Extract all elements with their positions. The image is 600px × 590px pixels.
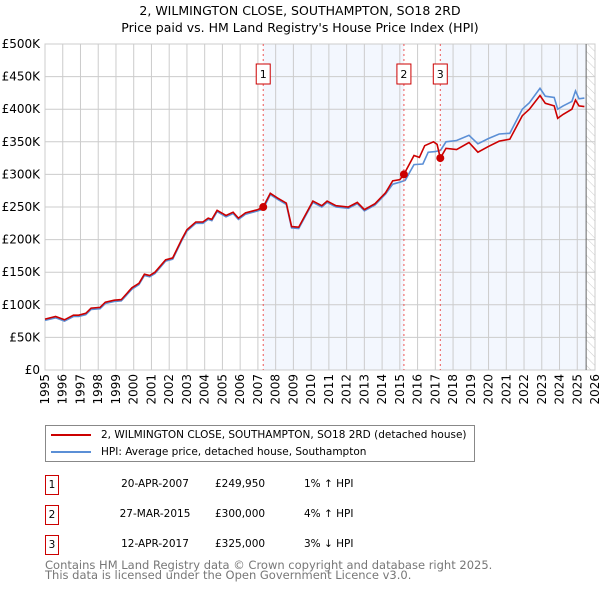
x-tick-label: 2018 <box>446 374 460 405</box>
x-tick-label: 2015 <box>393 374 407 405</box>
chart-title: 2, WILMINGTON CLOSE, SOUTHAMPTON, SO18 2… <box>139 3 460 18</box>
x-tick-label: 2022 <box>517 374 531 405</box>
y-tick-label: £500K <box>2 37 42 51</box>
footer: Contains HM Land Registry data © Crown c… <box>45 558 493 582</box>
x-tick-label: 2012 <box>340 374 354 405</box>
x-tick-label: 1997 <box>73 374 87 405</box>
x-tick-label: 2000 <box>127 374 141 405</box>
x-tick-label: 2021 <box>499 374 513 405</box>
legend-label: HPI: Average price, detached house, Sout… <box>101 446 367 458</box>
sale-marker-badge: 1 <box>45 475 59 495</box>
sale-hpi-diff: 3% ↓ HPI <box>304 538 354 550</box>
sale-label: 1 <box>260 68 267 81</box>
price-chart: 2, WILMINGTON CLOSE, SOUTHAMPTON, SO18 2… <box>2 3 600 405</box>
x-tick-label: 1998 <box>91 374 105 405</box>
legend-label: 2, WILMINGTON CLOSE, SOUTHAMPTON, SO18 2… <box>101 429 467 441</box>
sale-price: £300,000 <box>215 508 266 520</box>
sale-label-box <box>255 63 271 85</box>
sale-date: 12-APR-2017 <box>121 538 189 550</box>
y-tick-label: £350K <box>2 135 42 149</box>
x-tick-label: 2005 <box>215 374 229 405</box>
sale-hpi-diff: 1% ↑ HPI <box>304 478 354 490</box>
legend-item-hpi: HPI: Average price, detached house, Sout… <box>46 444 366 460</box>
x-tick-label: 2009 <box>286 374 300 405</box>
y-tick-label: £150K <box>2 265 42 279</box>
x-tick-label: 2023 <box>535 374 549 405</box>
sale-point <box>436 154 445 163</box>
x-tick-label: 2017 <box>428 374 442 405</box>
hpi-line <box>44 86 585 322</box>
legend: 2, WILMINGTON CLOSE, SOUTHAMPTON, SO18 2… <box>45 425 475 462</box>
x-tick-label: 2010 <box>304 374 318 405</box>
y-tick-label: £300K <box>2 167 42 181</box>
sale-point <box>399 170 408 179</box>
sale-marker-badge: 2 <box>45 505 59 525</box>
legend-item-property: 2, WILMINGTON CLOSE, SOUTHAMPTON, SO18 2… <box>46 427 467 443</box>
y-tick-label: £450K <box>2 70 42 84</box>
red-line-swatch <box>51 434 91 436</box>
property-price-line <box>44 94 585 321</box>
x-tick-label: 2004 <box>198 374 212 405</box>
y-tick-label: £400K <box>2 102 42 116</box>
sale-point <box>259 203 268 212</box>
x-tick-label: 2001 <box>144 374 158 405</box>
x-tick-label: 1996 <box>56 374 70 405</box>
sale-price: £249,950 <box>215 478 266 490</box>
x-tick-label: 1995 <box>38 374 52 405</box>
footer-copyright: Contains HM Land Registry data © Crown c… <box>45 558 493 572</box>
x-tick-label: 2011 <box>322 374 336 405</box>
y-tick-label: £200K <box>2 233 42 247</box>
sale-row: 1 20-APR-2007 £249,950 1% ↑ HPI <box>45 475 445 495</box>
y-tick-label: £0 <box>25 363 40 377</box>
sale-label-box <box>396 63 412 85</box>
x-tick-label: 2008 <box>269 374 283 405</box>
sale-date: 20-APR-2007 <box>121 478 189 490</box>
sale-marker-badge: 3 <box>45 535 59 555</box>
x-tick-label: 2016 <box>411 374 425 405</box>
y-tick-label: £100K <box>2 298 42 312</box>
footer-licence: This data is licensed under the Open Gov… <box>45 568 412 582</box>
x-tick-label: 1999 <box>109 374 123 405</box>
x-tick-label: 2007 <box>251 374 265 405</box>
x-tick-label: 2025 <box>570 374 584 405</box>
y-tick-label: £50K <box>9 330 41 344</box>
y-tick-label: £250K <box>2 200 42 214</box>
x-tick-label: 2019 <box>464 374 478 405</box>
sale-row: 3 12-APR-2017 £325,000 3% ↓ HPI <box>45 535 445 555</box>
x-tick-label: 2026 <box>588 374 600 405</box>
sale-price: £325,000 <box>215 538 266 550</box>
x-tick-label: 2006 <box>233 374 247 405</box>
chart-subtitle: Price paid vs. HM Land Registry's House … <box>121 20 478 35</box>
sale-hpi-diff: 4% ↑ HPI <box>304 508 354 520</box>
plot-frame <box>44 43 596 371</box>
x-tick-label: 2003 <box>180 374 194 405</box>
sale-row: 2 27-MAR-2015 £300,000 4% ↑ HPI <box>45 505 445 525</box>
sale-label: 2 <box>400 68 407 81</box>
x-tick-label: 2002 <box>162 374 176 405</box>
blue-line-swatch <box>51 451 91 453</box>
x-tick-label: 2013 <box>357 374 371 405</box>
x-tick-label: 2024 <box>553 374 567 405</box>
sale-label: 3 <box>437 68 444 81</box>
sale-label-box <box>432 63 448 85</box>
x-tick-label: 2020 <box>482 374 496 405</box>
x-tick-label: 2014 <box>375 374 389 405</box>
sale-date: 27-MAR-2015 <box>119 508 191 520</box>
